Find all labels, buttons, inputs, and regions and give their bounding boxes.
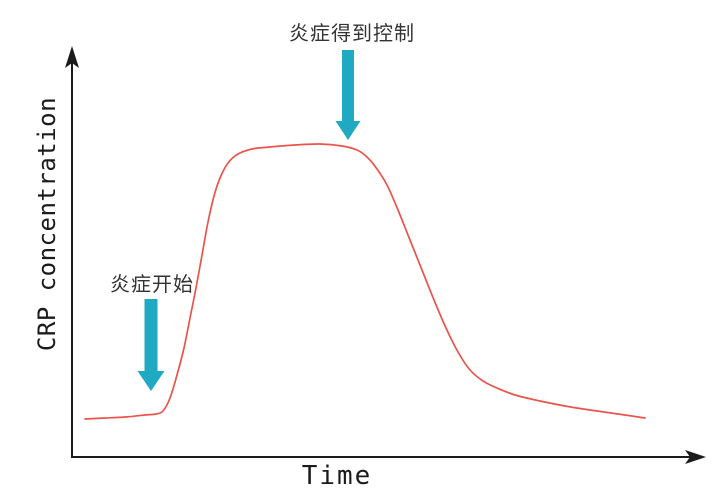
down-arrow-inflammation-controlled-icon	[335, 50, 361, 140]
annotation-inflammation-start: 炎症开始	[110, 274, 194, 296]
y-axis-arrowhead-icon	[65, 46, 79, 68]
y-axis-label: CRP concentration	[33, 96, 61, 352]
down-arrow-inflammation-start-icon	[137, 299, 165, 391]
annotation-inflammation-controlled: 炎症得到控制	[289, 23, 415, 45]
x-axis-label: Time	[301, 461, 373, 491]
x-axis-arrowhead-icon	[685, 450, 706, 464]
crp-curve-line	[84, 143, 646, 420]
